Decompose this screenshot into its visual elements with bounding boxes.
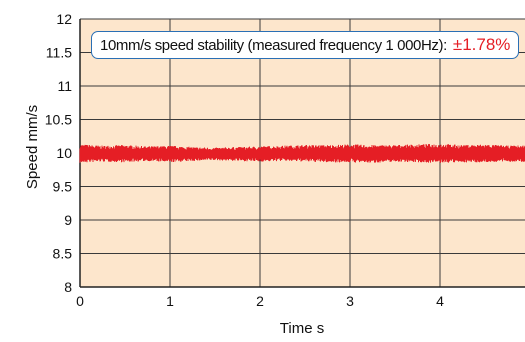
y-tick-label: 11 (57, 78, 72, 94)
speed-series-line (79, 144, 525, 163)
x-tick-label: 3 (346, 293, 354, 309)
y-tick-label: 9.5 (53, 179, 73, 195)
x-axis-label: Time s (280, 320, 324, 337)
y-tick-label: 8.5 (53, 246, 73, 262)
x-tick-label: 0 (76, 293, 84, 309)
y-tick-label: 10 (56, 145, 72, 161)
y-tick-label: 12 (56, 11, 72, 27)
y-tick-label: 10.5 (45, 112, 72, 128)
y-tick-label: 9 (64, 212, 72, 228)
x-tick-label: 2 (256, 293, 264, 309)
y-tick-labels: 8 8.5 9 9.5 10 10.5 11 11.5 12 (45, 11, 72, 295)
x-tick-label: 1 (166, 293, 174, 309)
y-tick-label: 8 (64, 279, 72, 295)
x-tick-labels: 0 1 2 3 4 (76, 293, 444, 309)
y-tick-label: 11.5 (46, 45, 72, 61)
annotation-box: 10mm/s speed stability (measured frequen… (91, 31, 520, 59)
series-layer (79, 144, 525, 163)
x-tick-label: 4 (436, 293, 444, 309)
annotation-text: 10mm/s speed stability (measured frequen… (100, 36, 447, 54)
y-axis-label: Speed mm/s (24, 105, 41, 189)
annotation-value: ±1.78% (452, 35, 511, 54)
